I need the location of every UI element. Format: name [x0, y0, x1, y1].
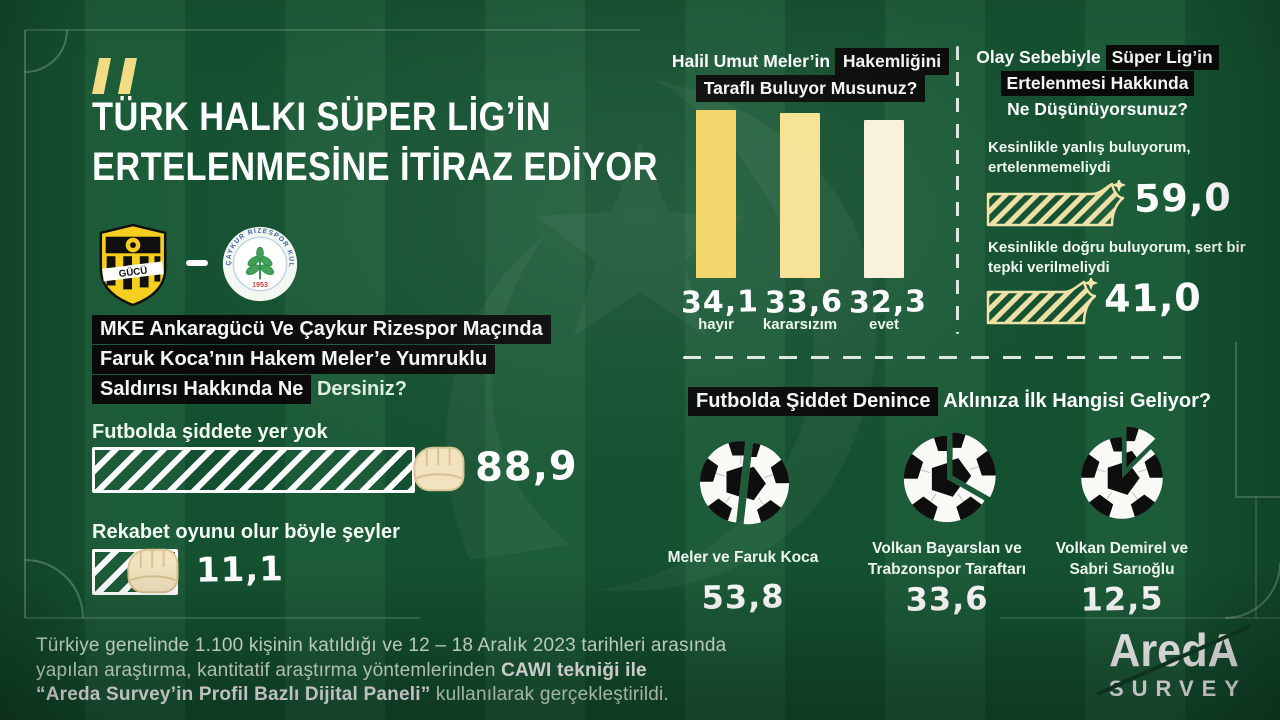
rizespor-year: 1953	[252, 281, 268, 289]
fist-icon	[413, 446, 465, 492]
q2-bar-hayir	[696, 110, 736, 278]
soccer-ball-pie-3	[1070, 426, 1174, 530]
q3-value-2: 41,0	[1103, 275, 1203, 321]
q3-title-pre: Olay Sebebiyle	[976, 47, 1101, 67]
pie1-value: 53,8	[701, 577, 785, 617]
question4-title: Futbolda Şiddet Denince Aklınıza İlk Han…	[688, 387, 1212, 416]
soccer-ball-pie-1	[691, 430, 795, 534]
page-title: TÜRK HALKI SÜPER LİG’İN ERTELENMESİNE İT…	[92, 92, 658, 192]
areda-survey-logo: AredA SURVEY	[1096, 624, 1252, 702]
brand-subtitle: SURVEY	[1108, 676, 1248, 701]
vertical-dashed-separator	[956, 46, 959, 334]
horizontal-dashed-separator	[683, 356, 1191, 359]
methodology-footnote: Türkiye genelinde 1.100 kişinin katıldığ…	[36, 634, 726, 708]
soccer-ball-pie-2	[892, 424, 1002, 534]
question1-line1: MKE Ankaragücü Ve Çaykur Rizespor Maçınd…	[92, 315, 551, 344]
q3-title-line3: Ne Düşünüyorsunuz?	[1007, 99, 1188, 119]
q2-label-1: hayır	[698, 316, 734, 333]
q2-bar-evet	[864, 120, 904, 278]
pie1-label: Meler ve Faruk Koca	[667, 549, 819, 566]
title-line2: ERTELENMESİNE İTİRAZ EDİYOR	[92, 145, 658, 189]
versus-dash	[186, 260, 208, 266]
q1-bar2-value: 11,1	[195, 549, 285, 591]
title-line1: TÜRK HALKI SÜPER LİG’İN	[92, 95, 552, 139]
q1-bar1-value: 88,9	[474, 443, 579, 491]
q3-bar1	[986, 180, 1127, 227]
footnote-line3: “Areda Survey’in Profil Bazlı Dijital Pa…	[36, 684, 669, 705]
q3-title-highlight1: Süper Lig’in	[1105, 45, 1219, 70]
gucu-banner-text: GÜCÜ	[118, 266, 148, 280]
q1-bar2-label: Rekabet oyunu olur böyle şeyler	[92, 521, 400, 543]
fist-icon	[127, 548, 179, 594]
rizespor-logo: ÇAYKUR RİZESPOR KULÜBÜ 1953	[220, 224, 298, 302]
pie3-label: Volkan Demirel ve Sabri Sarıoğlu	[1055, 540, 1189, 578]
q2-label-2: kararsızım	[762, 316, 838, 333]
q4-title-highlight: Futbolda Şiddet Denince	[688, 387, 939, 416]
q1-bar1-label: Futbolda şiddete yer yok	[92, 421, 328, 443]
footnote-line1: Türkiye genelinde 1.100 kişinin katıldığ…	[36, 635, 727, 656]
q3-value-1: 59,0	[1133, 175, 1233, 221]
q2-title-highlight2: Taraflı Buluyor Musunuz?	[695, 75, 926, 102]
question2-title: Halil Umut Meler’in Hakemliğini Taraflı …	[668, 48, 953, 102]
question1-line3-highlight: Saldırısı Hakkında Ne	[92, 375, 312, 404]
question1-text: MKE Ankaragücü Ve Çaykur Rizespor Maçınd…	[92, 315, 551, 408]
question1-line3-rest: Dersiniz?	[316, 378, 408, 400]
footnote-line2: yapılan araştırma, kantitatif araştırma …	[36, 659, 647, 681]
q2-title-pre: Halil Umut Meler’in	[671, 51, 831, 71]
q3-option2-label: Kesinlikle doğru buluyorum, sert bir tep…	[988, 239, 1246, 276]
q3-title-highlight2: Ertelenmesi Hakkında	[1000, 71, 1195, 96]
q2-bar-kararsizim	[780, 113, 820, 278]
question1-line2: Faruk Koca’nın Hakem Meler’e Yumruklu	[92, 345, 496, 374]
q1-bar1	[92, 447, 415, 493]
ankaragucu-logo: GÜCÜ	[99, 223, 167, 307]
pie2-value: 33,6	[905, 579, 989, 619]
q2-title-highlight1: Hakemliğini	[834, 48, 950, 75]
brand-name: AredA	[1109, 624, 1239, 676]
quote-icon	[92, 58, 137, 94]
q3-bar2	[986, 278, 1099, 325]
q4-title-rest: Aklınıza İlk Hangisi Geliyor?	[943, 390, 1212, 412]
question3-title: Olay Sebebiyle Süper Lig’in Ertelenmesi …	[975, 44, 1220, 122]
q3-option1-label: Kesinlikle yanlış buluyorum, ertelenmeme…	[988, 139, 1191, 176]
pie3-value: 12,5	[1080, 579, 1164, 619]
pie2-label: Volkan Bayarslan ve Trabzonspor Taraftar…	[867, 540, 1027, 578]
q2-label-3: evet	[868, 316, 900, 333]
